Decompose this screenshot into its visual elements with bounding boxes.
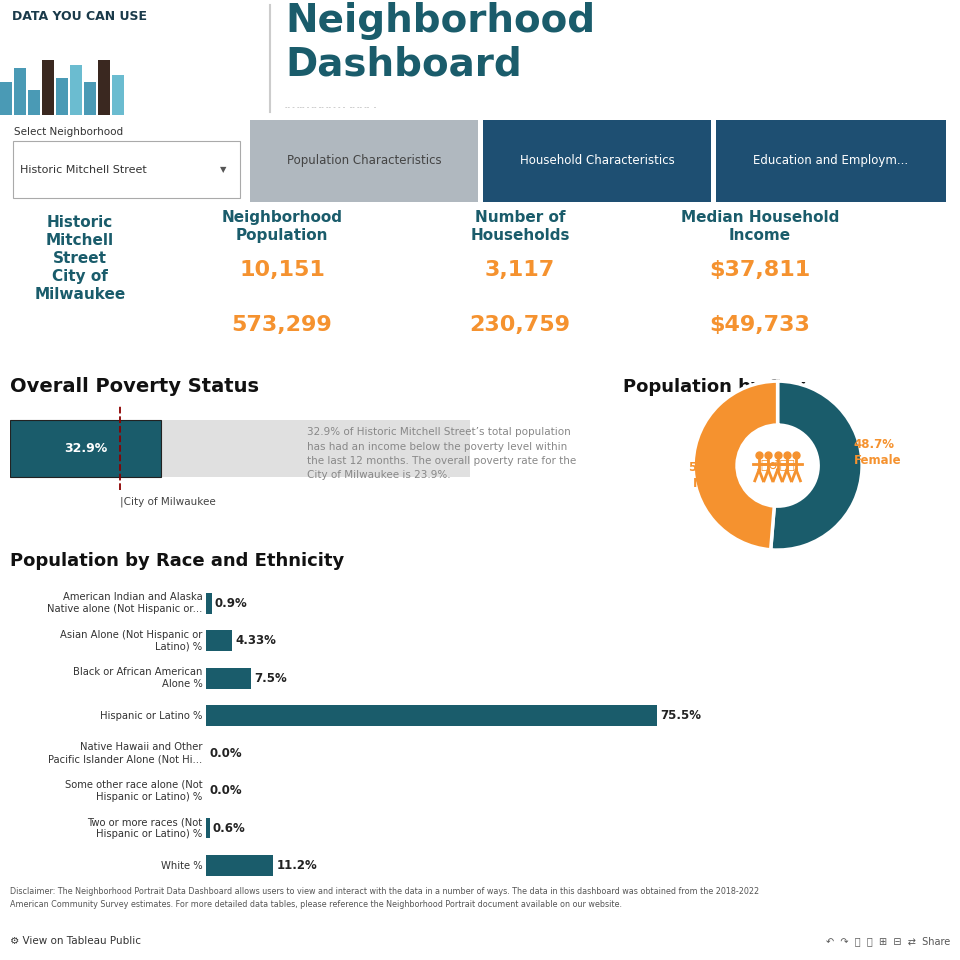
Text: -- - --- - -- -- -- - - -  -- -- --  -: -- - --- - -- -- -- - - - -- -- -- - — [285, 104, 376, 110]
Text: 75.5%: 75.5% — [660, 709, 702, 722]
Wedge shape — [693, 381, 778, 550]
Bar — [10, 420, 470, 477]
Text: 🚶‍♂️🚶🏃: 🚶‍♂️🚶🏃 — [760, 459, 795, 472]
Text: Native Hawaii and Other
Pacific Islander Alone (Not Hi...: Native Hawaii and Other Pacific Islander… — [48, 742, 203, 764]
Bar — [10, 420, 161, 477]
Text: 11.2%: 11.2% — [276, 859, 317, 872]
Text: 0.6%: 0.6% — [213, 822, 246, 834]
Text: Population by Race and Ethnicity: Population by Race and Ethnicity — [10, 552, 344, 569]
Text: DATA YOU CAN USE: DATA YOU CAN USE — [12, 10, 147, 23]
Text: ↶  ↷  ⤴  ⤵  ⊞  ⊟  ⇄  Share: ↶ ↷ ⤴ ⤵ ⊞ ⊟ ⇄ Share — [827, 936, 950, 946]
Text: 10,151: 10,151 — [239, 260, 324, 280]
Text: 0.0%: 0.0% — [209, 747, 242, 759]
Text: 32.9%: 32.9% — [63, 443, 107, 455]
Bar — [0, 82, 12, 115]
Text: Black or African American
Alone %: Black or African American Alone % — [73, 667, 203, 689]
Bar — [206, 706, 658, 726]
Bar — [112, 75, 124, 115]
Text: White %: White % — [160, 860, 203, 871]
Text: American Indian and Alaska
Native alone (Not Hispanic or...: American Indian and Alaska Native alone … — [47, 592, 203, 614]
Text: |City of Milwaukee: |City of Milwaukee — [120, 496, 215, 507]
Text: 51.3%
Male: 51.3% Male — [688, 461, 729, 491]
Bar — [42, 60, 54, 115]
Bar — [206, 668, 252, 688]
Bar — [56, 78, 68, 115]
Text: 230,759: 230,759 — [469, 315, 570, 335]
Bar — [28, 90, 40, 115]
Text: Hispanic or Latino %: Hispanic or Latino % — [100, 710, 203, 721]
Text: 32.9% of Historic Mitchell Street’s total population
has had an income below the: 32.9% of Historic Mitchell Street’s tota… — [307, 427, 576, 480]
Text: Neighborhood
Population: Neighborhood Population — [222, 210, 343, 243]
Text: Select Neighborhood: Select Neighborhood — [14, 127, 123, 137]
Text: Dashboard: Dashboard — [285, 45, 521, 83]
Text: $37,811: $37,811 — [709, 260, 810, 280]
Text: Two or more races (Not
Hispanic or Latino) %: Two or more races (Not Hispanic or Latin… — [87, 817, 203, 839]
Bar — [250, 120, 478, 202]
Text: Number of
Households: Number of Households — [470, 210, 569, 243]
Bar — [14, 68, 26, 115]
Text: Neighborhood: Neighborhood — [285, 2, 595, 40]
Text: Population by Sex: Population by Sex — [622, 378, 805, 396]
Text: Education and Employm...: Education and Employm... — [754, 155, 908, 167]
Bar — [70, 65, 82, 115]
Text: Some other race alone (Not
Hispanic or Latino) %: Some other race alone (Not Hispanic or L… — [64, 780, 203, 802]
Text: Household Characteristics: Household Characteristics — [519, 155, 674, 167]
Text: Median Household
Income: Median Household Income — [681, 210, 839, 243]
Text: 0.9%: 0.9% — [215, 597, 248, 610]
Text: 48.7%
Female: 48.7% Female — [853, 439, 901, 468]
Bar — [483, 120, 711, 202]
Bar — [716, 120, 946, 202]
Text: Population Characteristics: Population Characteristics — [287, 155, 442, 167]
Text: Overall Poverty Status: Overall Poverty Status — [10, 377, 258, 396]
Bar — [98, 60, 110, 115]
Bar — [206, 818, 210, 838]
Text: ⚙ View on Tableau Public: ⚙ View on Tableau Public — [10, 936, 140, 946]
Text: Disclaimer: The Neighborhood Portrait Data Dashboard allows users to view and in: Disclaimer: The Neighborhood Portrait Da… — [10, 887, 758, 908]
Text: Historic
Mitchell
Street
City of
Milwaukee: Historic Mitchell Street City of Milwauk… — [35, 215, 126, 302]
Bar — [84, 82, 96, 115]
Bar — [206, 631, 232, 651]
Text: $49,733: $49,733 — [709, 315, 810, 335]
Text: Historic Mitchell Street: Historic Mitchell Street — [20, 165, 147, 175]
Bar — [206, 593, 212, 613]
Text: Asian Alone (Not Hispanic or
Latino) %: Asian Alone (Not Hispanic or Latino) % — [60, 630, 203, 652]
Text: 7.5%: 7.5% — [254, 672, 287, 684]
Wedge shape — [771, 381, 862, 550]
Text: 0.0%: 0.0% — [209, 784, 242, 797]
Text: 573,299: 573,299 — [231, 315, 332, 335]
Bar — [206, 855, 274, 876]
Text: 3,117: 3,117 — [485, 260, 555, 280]
Text: ▼: ▼ — [220, 165, 226, 175]
Text: 4.33%: 4.33% — [235, 635, 276, 647]
FancyBboxPatch shape — [13, 141, 240, 198]
